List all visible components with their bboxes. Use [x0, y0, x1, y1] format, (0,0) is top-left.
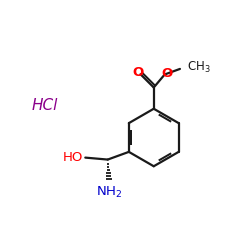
Text: O: O [161, 67, 172, 80]
Text: NH$_2$: NH$_2$ [96, 185, 122, 200]
Text: HO: HO [63, 150, 83, 164]
Text: HCl: HCl [32, 98, 58, 112]
Text: O: O [133, 66, 144, 80]
Text: CH$_3$: CH$_3$ [187, 60, 211, 75]
